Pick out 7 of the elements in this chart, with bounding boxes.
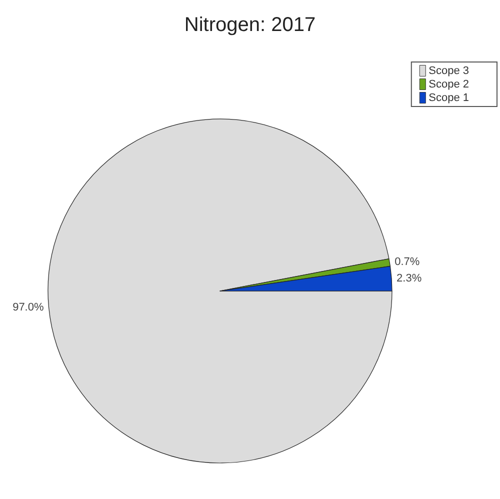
data-label: 2.3% (396, 272, 422, 284)
data-label: 0.7% (394, 256, 420, 268)
legend-label: Scope 1 (428, 92, 470, 104)
chart-title: Nitrogen: 2017 (184, 14, 316, 36)
legend-label: Scope 3 (428, 64, 470, 77)
data-label: 97.0% (12, 301, 44, 314)
legend-label: Scope 2 (428, 78, 470, 90)
